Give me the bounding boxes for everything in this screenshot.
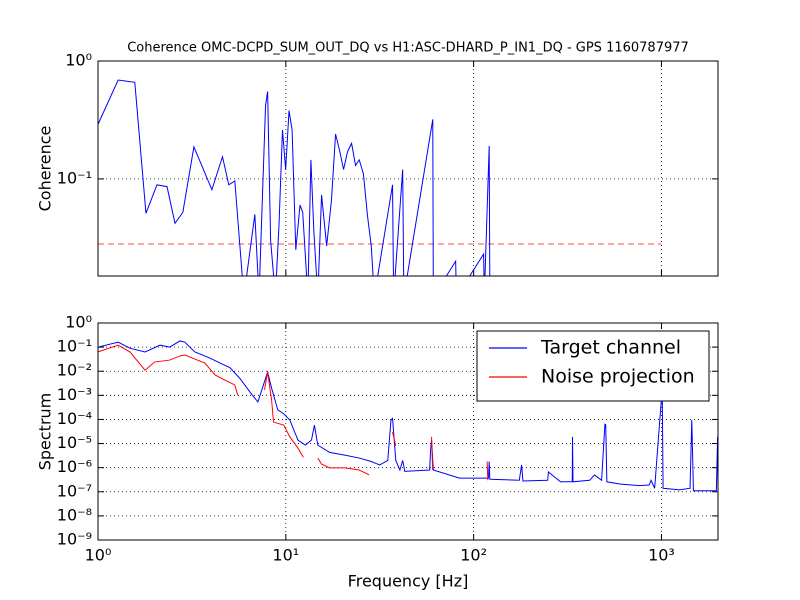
x-tick-label: 10² [460,546,487,565]
y-tick-label: 10⁻³ [57,385,92,404]
y-tick-label: 10⁻⁹ [57,530,92,549]
series-line [98,79,491,276]
x-tick-label: 10³ [648,546,675,565]
y-axis-label: Coherence [36,126,55,212]
axes-frame [97,322,719,541]
series-line [98,344,489,481]
chart-title: Coherence OMC-DCPD_SUM_OUT_DQ vs H1:ASC-… [127,41,689,56]
y-tick-label: 10⁻¹ [57,168,92,187]
legend-box [476,330,710,402]
y-tick-label: 10⁻⁷ [57,481,92,500]
x-tick-label: 10¹ [272,546,299,565]
y-tick-label: 10⁻⁵ [57,433,92,452]
x-axis-label: Frequency [Hz] [348,572,469,591]
y-tick-label: 10⁰ [65,51,92,70]
legend-label: Target channel [540,337,681,359]
y-tick-label: 10⁻⁶ [57,457,92,476]
series-line [98,340,718,492]
legend-label: Noise projection [541,366,695,388]
y-tick-label: 10⁻⁴ [57,409,92,428]
y-tick-label: 10⁻¹ [57,337,92,356]
y-axis-label: Spectrum [36,393,55,471]
y-tick-label: 10⁰ [65,313,92,332]
y-tick-label: 10⁻² [57,361,92,380]
y-tick-label: 10⁻⁸ [57,505,92,524]
axes-frame [97,60,719,277]
x-tick-label: 10⁰ [85,546,112,565]
